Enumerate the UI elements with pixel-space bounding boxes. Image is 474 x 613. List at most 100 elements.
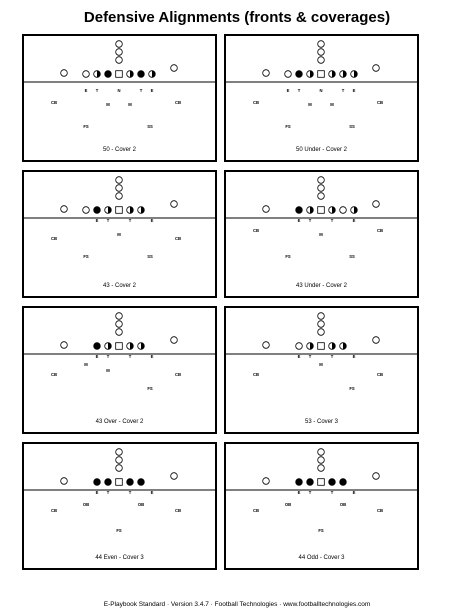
player-circle — [170, 200, 178, 208]
defender-label: SS — [349, 124, 355, 129]
player-circle — [170, 336, 178, 344]
player-circle — [170, 472, 178, 480]
defender-label: CB — [51, 372, 57, 377]
formation-drawing: E T T E M CB CB FS — [226, 312, 417, 391]
player-circle — [60, 477, 68, 485]
player-circle — [295, 342, 303, 350]
defender-label: CB — [253, 100, 259, 105]
half-shaded-marker — [130, 70, 134, 78]
defender-label: FS — [116, 528, 122, 533]
player-circle — [82, 206, 90, 214]
formation-diagram: E T T E CB CB M FS SS 43 - Cover 2 — [22, 170, 217, 298]
defender-label: E — [96, 354, 99, 359]
player-circle — [317, 184, 325, 192]
defender-label: M — [84, 362, 88, 367]
defender-label: E — [151, 490, 154, 495]
defender-label: FS — [83, 124, 89, 129]
player-circle — [262, 69, 270, 77]
player-circle — [60, 69, 68, 77]
center-player-square — [317, 70, 325, 78]
diagram-caption: 50 Under - Cover 2 — [295, 147, 348, 153]
defender-label: M — [319, 362, 323, 367]
player-circle — [317, 176, 325, 184]
filled-player-circle — [104, 478, 112, 486]
half-shaded-marker — [130, 206, 134, 214]
diagram-caption: 43 Over - Cover 2 — [95, 419, 144, 425]
diagram-caption: 44 Odd - Cover 3 — [298, 555, 345, 561]
formation-drawing: E T T E CB CB M FS SS — [24, 176, 215, 259]
half-shaded-marker — [332, 206, 336, 214]
half-shaded-marker — [141, 342, 145, 350]
defender-label: SS — [147, 254, 153, 259]
filled-player-circle — [104, 70, 112, 78]
half-shaded-marker — [108, 206, 112, 214]
defender-label: T — [140, 88, 143, 93]
defender-label: T — [342, 88, 345, 93]
player-circle — [115, 56, 123, 64]
filled-player-circle — [93, 206, 101, 214]
defender-label: T — [129, 218, 132, 223]
player-circle — [60, 341, 68, 349]
defender-label: CB — [175, 100, 181, 105]
defender-label: CB — [377, 228, 383, 233]
diagram-caption: 44 Even - Cover 3 — [95, 555, 144, 561]
defender-label: E — [151, 88, 154, 93]
player-circle — [115, 48, 123, 56]
defender-label: OB — [285, 502, 291, 507]
half-shaded-marker — [354, 206, 358, 214]
player-circle — [317, 48, 325, 56]
defender-label: CB — [377, 372, 383, 377]
defender-label: N — [319, 88, 322, 93]
defender-label: CB — [175, 236, 181, 241]
defender-label: E — [298, 490, 301, 495]
defender-label: T — [309, 354, 312, 359]
half-shaded-marker — [310, 342, 314, 350]
defender-label: T — [129, 354, 132, 359]
defender-label: E — [353, 88, 356, 93]
player-circle — [372, 200, 380, 208]
defender-label: OB — [83, 502, 89, 507]
defender-label: N — [117, 88, 120, 93]
player-circle — [284, 70, 292, 78]
filled-player-circle — [137, 478, 145, 486]
player-circle — [317, 192, 325, 200]
diagram-caption: 53 - Cover 3 — [304, 419, 338, 425]
player-circle — [317, 456, 325, 464]
defender-label: E — [151, 218, 154, 223]
defender-label: E — [96, 490, 99, 495]
filled-player-circle — [295, 70, 303, 78]
defender-label: T — [331, 218, 334, 223]
player-circle — [170, 64, 178, 72]
formation-drawing: E T N T E CB CB M M FS SS — [226, 40, 417, 129]
half-shaded-marker — [343, 342, 347, 350]
player-circle — [115, 464, 123, 472]
defender-label: T — [107, 490, 110, 495]
filled-player-circle — [93, 342, 101, 350]
formation-drawing: E T N T E CB CB M M FS SS — [24, 40, 215, 129]
formation-diagram: E T N T E CB CB M M FS SS 50 - Cover 2 — [22, 34, 217, 162]
player-circle — [115, 456, 123, 464]
defender-label: CB — [51, 100, 57, 105]
defender-label: T — [298, 88, 301, 93]
defender-label: T — [309, 218, 312, 223]
filled-player-circle — [295, 478, 303, 486]
defender-label: T — [107, 218, 110, 223]
defender-label: E — [287, 88, 290, 93]
defender-label: E — [151, 354, 154, 359]
player-circle — [115, 192, 123, 200]
defender-label: T — [129, 490, 132, 495]
player-circle — [115, 448, 123, 456]
formation-diagram: E T T E M CB CB FS 53 - Cover 3 — [224, 306, 419, 434]
defender-label: FS — [147, 386, 153, 391]
player-circle — [262, 341, 270, 349]
defender-label: T — [331, 490, 334, 495]
defender-label: E — [96, 218, 99, 223]
filled-player-circle — [306, 478, 314, 486]
center-player-square — [115, 342, 123, 350]
formation-diagram: E T T E OB OB CB CB FS 44 Odd - Cover 3 — [224, 442, 419, 570]
player-circle — [372, 64, 380, 72]
defender-label: CB — [253, 508, 259, 513]
center-player-square — [317, 342, 325, 350]
half-shaded-marker — [332, 70, 336, 78]
page-footer: E-Playbook Standard · Version 3.4.7 · Fo… — [103, 601, 371, 608]
